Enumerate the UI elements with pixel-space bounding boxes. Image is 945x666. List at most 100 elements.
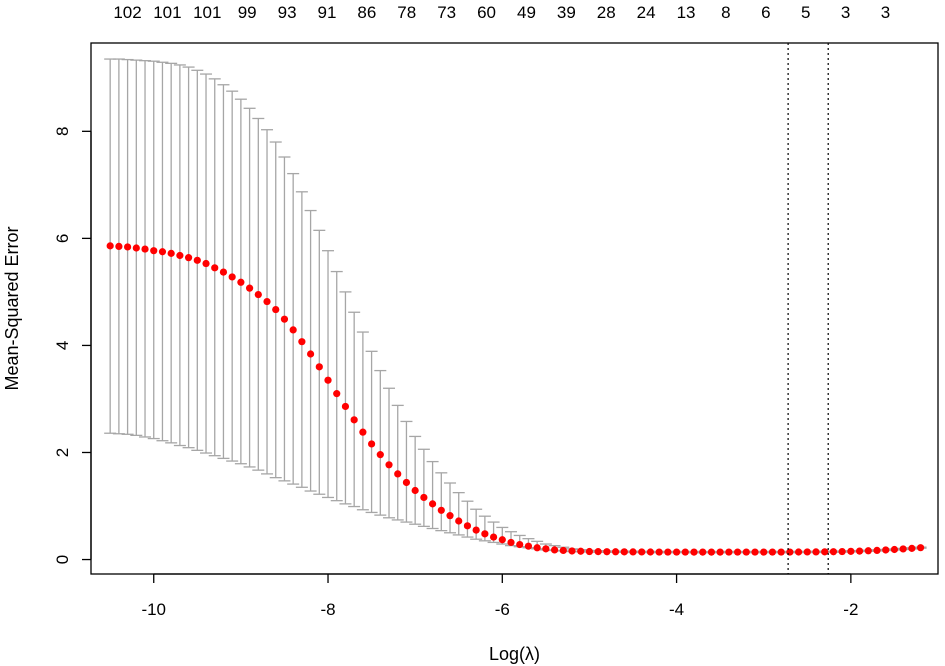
data-point: [272, 305, 280, 314]
error-bar: [339, 291, 352, 505]
y-axis: 0 2 4 6 8: [53, 127, 92, 564]
data-point: [507, 538, 515, 547]
data-point: [916, 544, 925, 552]
top-axis-label: 93: [278, 3, 297, 22]
data-point: [280, 315, 289, 323]
data-point: [489, 533, 498, 541]
top-axis-label: 78: [397, 3, 416, 22]
data-point: [786, 548, 794, 556]
data-point: [864, 547, 872, 555]
top-axis-label: 3: [841, 3, 850, 22]
data-point: [760, 548, 768, 556]
top-axis-label: 101: [153, 3, 181, 22]
error-bar: [348, 311, 361, 508]
x-tick-label: -8: [320, 600, 335, 619]
x-tick-label: -4: [669, 600, 684, 619]
data-point: [716, 548, 724, 556]
data-point: [446, 512, 454, 520]
data-point: [690, 548, 698, 556]
data-point: [411, 486, 419, 495]
data-point: [245, 284, 254, 292]
data-point: [908, 544, 916, 552]
data-point: [324, 376, 332, 384]
data-point: [306, 350, 315, 358]
data-point: [106, 242, 114, 250]
data-point: [838, 547, 846, 556]
data-point: [516, 540, 524, 549]
data-point: [472, 526, 480, 534]
top-axis-label: 39: [557, 3, 576, 22]
plot-frame: [90, 42, 939, 575]
data-point: [263, 297, 271, 306]
top-axis-label: 3: [881, 3, 890, 22]
data-point: [315, 363, 323, 371]
y-axis-title: Mean-Squared Error: [2, 226, 22, 390]
y-tick-label: 2: [53, 448, 72, 457]
error-bar: [374, 369, 387, 516]
data-point: [603, 548, 611, 556]
data-point: [533, 544, 541, 552]
y-tick-label: 4: [53, 341, 72, 350]
data-point: [524, 542, 533, 550]
data-point: [498, 536, 506, 544]
top-axis-label: 49: [517, 3, 536, 22]
data-point: [402, 478, 411, 487]
data-point: [646, 548, 655, 556]
error-bar: [470, 508, 483, 540]
data-point: [350, 416, 358, 424]
top-axis-label: 91: [318, 3, 337, 22]
error-bar: [365, 350, 378, 514]
data-point: [794, 548, 803, 556]
error-bar: [444, 482, 457, 534]
x-tick-label: -6: [495, 600, 510, 619]
data-point: [620, 548, 628, 556]
data-point: [725, 548, 733, 556]
error-bar: [435, 472, 448, 532]
data-point: [341, 402, 350, 411]
data-point: [333, 390, 341, 398]
data-point: [699, 548, 707, 556]
data-point: [751, 548, 759, 556]
data-point: [882, 546, 890, 554]
x-axis: -10 -8 -6 -4 -2: [141, 573, 858, 619]
data-point: [672, 548, 681, 556]
data-point: [812, 548, 820, 556]
data-point: [158, 248, 167, 256]
error-bar: [313, 229, 326, 495]
data-point: [132, 244, 140, 252]
data-point: [211, 264, 219, 272]
data-point: [289, 326, 297, 334]
error-bar: [330, 270, 343, 502]
error-bar: [400, 420, 413, 523]
top-axis-label: 5: [801, 3, 810, 22]
x-axis-title: Log(λ): [489, 644, 540, 664]
data-point: [638, 548, 646, 556]
data-point: [254, 290, 262, 299]
data-point: [428, 500, 437, 508]
data-point: [123, 243, 132, 251]
error-bar: [452, 491, 465, 536]
data-point: [585, 547, 594, 556]
data-point: [629, 548, 637, 556]
top-axis-label: 60: [477, 3, 496, 22]
error-bar: [356, 331, 369, 511]
data-point: [463, 522, 472, 530]
data-point: [803, 548, 811, 556]
data-point: [655, 548, 663, 556]
data-point: [742, 548, 750, 556]
data-point: [611, 548, 620, 556]
error-bar: [461, 500, 474, 538]
data-point: [855, 547, 864, 555]
data-point: [873, 546, 881, 554]
error-bar: [409, 435, 422, 525]
top-axis: 102 101 101 99 93 91 86 78 73 60 49 39 28 24 13 8 6 5 3 3: [113, 3, 890, 22]
top-axis-label: 8: [721, 3, 730, 22]
top-axis-label: 6: [761, 3, 770, 22]
data-point: [359, 428, 367, 436]
error-bar: [322, 250, 335, 499]
top-axis-label: 101: [193, 3, 221, 22]
data-point: [559, 546, 567, 555]
data-point: [202, 259, 210, 268]
y-tick-label: 0: [53, 555, 72, 564]
